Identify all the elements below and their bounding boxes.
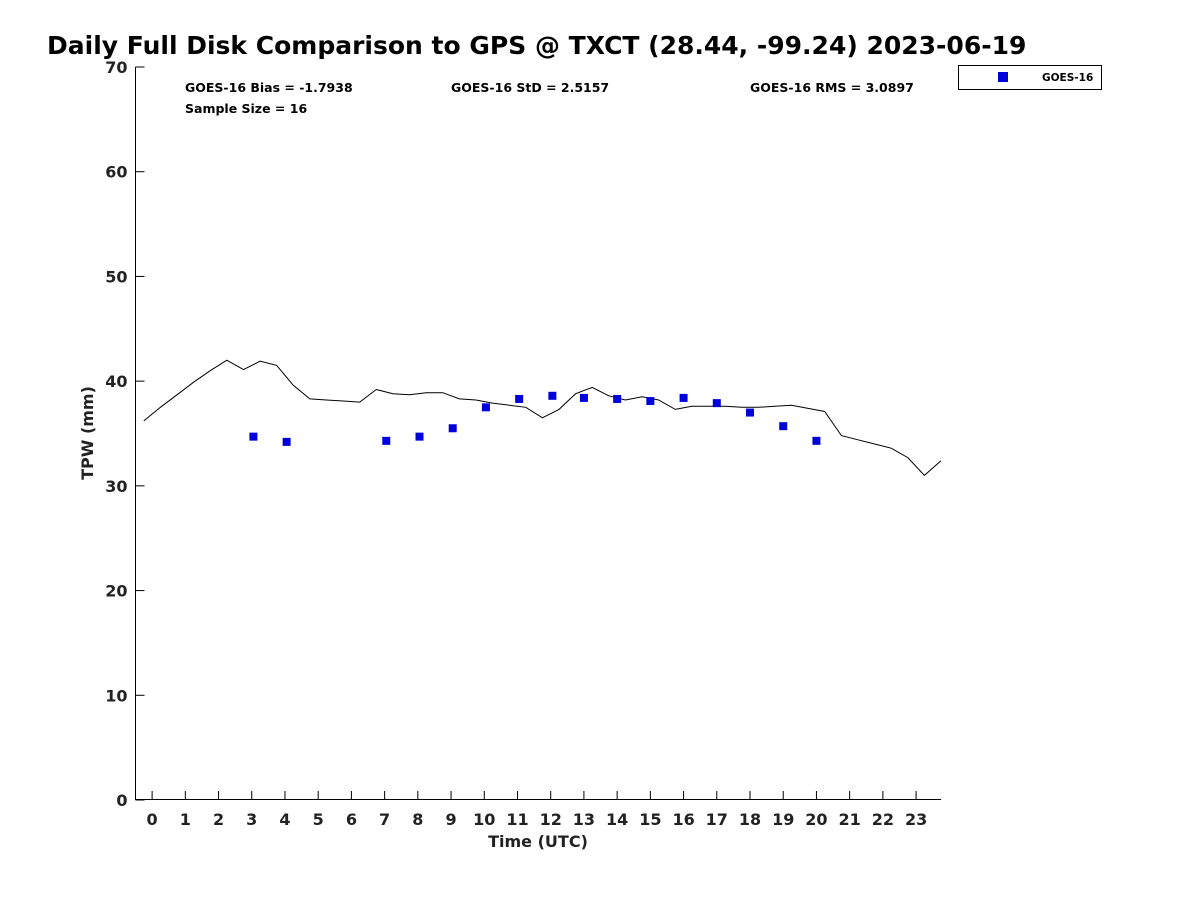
y-tick-label: 10 (105, 686, 127, 705)
series-points-group (249, 391, 821, 446)
y-tick-label: 40 (105, 372, 127, 391)
y-ticks: 0 10 20 30 40 50 60 70 (105, 58, 145, 810)
data-point (746, 408, 755, 417)
data-point (249, 432, 258, 441)
data-point (779, 422, 788, 431)
data-point (382, 436, 391, 445)
series-line-group (143, 359, 942, 477)
y-tick-label: 50 (105, 267, 127, 286)
data-point (613, 394, 622, 403)
x-tick-label: 3 (246, 810, 257, 829)
x-tick-label: 5 (313, 810, 324, 829)
y-tick-label: 20 (105, 582, 127, 601)
y-tick-label: 70 (105, 58, 127, 77)
plot-area (135, 67, 941, 800)
chart-title: Daily Full Disk Comparison to GPS @ TXCT… (47, 31, 1026, 60)
x-tick-label: 7 (379, 810, 390, 829)
x-axis-label: Time (UTC) (488, 832, 588, 851)
data-point (481, 403, 490, 412)
x-tick-label: 6 (346, 810, 357, 829)
x-tick-label: 10 (473, 810, 495, 829)
x-ticks: 0 1 2 3 4 5 6 7 8 9 10 11 12 13 14 15 16 17 18 19 20 21 22 23 (147, 791, 927, 829)
x-tick-label: 19 (772, 810, 794, 829)
x-tick-label: 15 (639, 810, 661, 829)
x-tick-label: 8 (412, 810, 423, 829)
y-tick-label: 0 (116, 791, 127, 810)
y-tick-label: 60 (105, 163, 127, 182)
x-tick-label: 14 (606, 810, 628, 829)
x-tick-label: 16 (672, 810, 694, 829)
y-axis-label: TPW (mm) (78, 386, 97, 480)
x-tick-label: 0 (147, 810, 158, 829)
x-tick-label: 13 (573, 810, 595, 829)
x-tick-label: 21 (839, 810, 861, 829)
rms-stat: GOES-16 RMS = 3.0897 (750, 80, 914, 95)
data-point (448, 424, 457, 433)
data-point (548, 391, 557, 400)
x-tick-label: 11 (506, 810, 528, 829)
legend: GOES-16 (958, 65, 1102, 90)
stats-annotations: GOES-16 Bias = -1.7938 GOES-16 StD = 2.5… (185, 80, 914, 116)
data-point (515, 394, 524, 403)
data-point (679, 393, 688, 402)
data-point (712, 399, 721, 408)
data-point (282, 437, 291, 446)
data-point (646, 397, 655, 406)
legend-box (958, 65, 1102, 90)
series-line (143, 359, 942, 477)
x-tick-label: 12 (540, 810, 562, 829)
data-point (579, 393, 588, 402)
x-tick-label: 9 (445, 810, 456, 829)
x-tick-label: 17 (706, 810, 728, 829)
x-tick-label: 23 (905, 810, 927, 829)
data-point (812, 436, 821, 445)
data-point (415, 432, 424, 441)
x-tick-label: 18 (739, 810, 761, 829)
std-stat: GOES-16 StD = 2.5157 (451, 80, 609, 95)
x-tick-label: 22 (872, 810, 894, 829)
legend-marker (998, 72, 1008, 82)
bias-stat: GOES-16 Bias = -1.7938 (185, 80, 353, 95)
x-tick-label: 2 (213, 810, 224, 829)
x-tick-label: 20 (805, 810, 827, 829)
y-tick-label: 30 (105, 477, 127, 496)
x-tick-label: 1 (180, 810, 191, 829)
x-tick-label: 4 (279, 810, 290, 829)
legend-label: GOES-16 (1042, 72, 1093, 84)
sample-size-stat: Sample Size = 16 (185, 101, 307, 116)
